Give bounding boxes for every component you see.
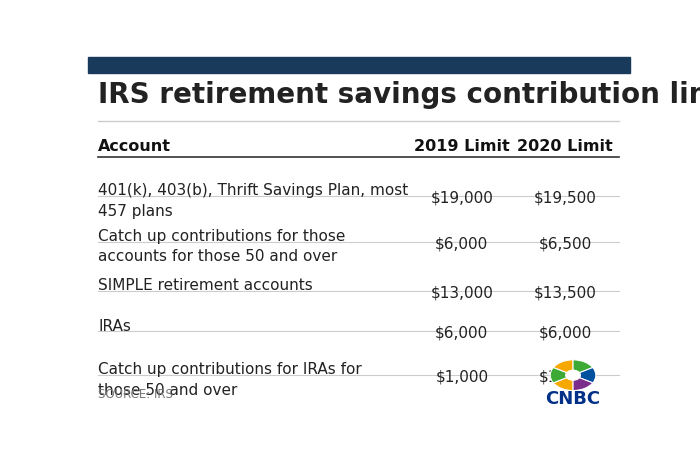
Text: Catch up contributions for those
accounts for those 50 and over: Catch up contributions for those account… <box>98 229 346 264</box>
Text: 401(k), 403(b), Thrift Savings Plan, most
457 plans: 401(k), 403(b), Thrift Savings Plan, mos… <box>98 183 409 218</box>
Text: $6,000: $6,000 <box>435 326 489 341</box>
Text: IRAs: IRAs <box>98 319 131 333</box>
Text: $1,000: $1,000 <box>435 370 489 385</box>
Circle shape <box>566 370 580 380</box>
Wedge shape <box>553 375 573 390</box>
Wedge shape <box>550 368 573 383</box>
Text: $13,000: $13,000 <box>430 285 494 301</box>
Wedge shape <box>573 375 593 390</box>
Wedge shape <box>573 360 593 375</box>
Text: 2020 Limit: 2020 Limit <box>517 139 612 154</box>
Text: $19,500: $19,500 <box>533 190 596 206</box>
Text: $13,500: $13,500 <box>533 285 596 301</box>
Text: Account: Account <box>98 139 172 154</box>
Text: $19,000: $19,000 <box>430 190 494 206</box>
Text: IRS retirement savings contribution limits: IRS retirement savings contribution limi… <box>98 81 700 109</box>
Text: $6,000: $6,000 <box>435 236 489 251</box>
Text: 2019 Limit: 2019 Limit <box>414 139 510 154</box>
Text: SIMPLE retirement accounts: SIMPLE retirement accounts <box>98 278 313 293</box>
Wedge shape <box>573 368 596 383</box>
Text: Catch up contributions for IRAs for
those 50 and over: Catch up contributions for IRAs for thos… <box>98 362 362 398</box>
Text: $6,000: $6,000 <box>538 326 592 341</box>
Text: $1,000: $1,000 <box>538 370 592 385</box>
Text: $6,500: $6,500 <box>538 236 592 251</box>
Wedge shape <box>553 360 573 375</box>
Text: SOURCE: IRS: SOURCE: IRS <box>98 388 173 401</box>
Bar <box>88 57 630 74</box>
Text: CNBC: CNBC <box>545 390 601 408</box>
